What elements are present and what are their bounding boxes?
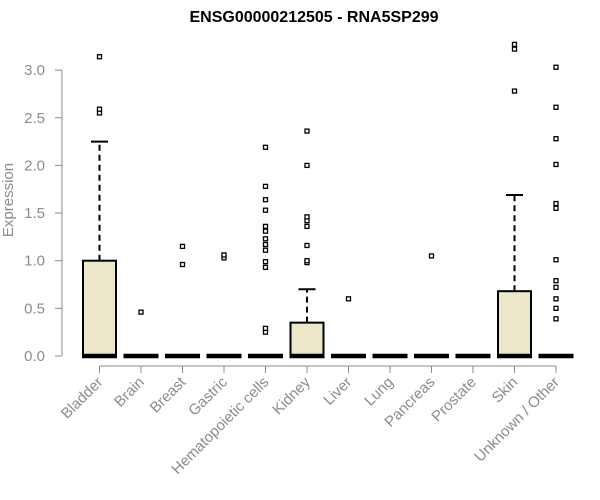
outlier-point <box>262 259 269 265</box>
outlier-point <box>553 284 559 291</box>
box-10 <box>497 41 532 359</box>
x-tick-label: Liver <box>320 374 355 409</box>
outlier-point <box>511 46 518 52</box>
box-rect <box>497 290 532 358</box>
y-tick-label: 2.0 <box>24 157 45 174</box>
y-axis-label: Expression <box>0 163 17 237</box>
outlier-point <box>138 309 144 315</box>
outlier-point <box>304 223 310 230</box>
outlier-point <box>428 253 435 259</box>
box-6 <box>331 296 366 359</box>
y-tick-label: 0.5 <box>24 300 45 317</box>
outlier-point <box>96 54 103 60</box>
outlier-point <box>262 197 269 203</box>
outlier-point <box>304 214 310 220</box>
x-tick-label: Prostate <box>428 374 480 426</box>
outlier-point <box>262 228 269 234</box>
outlier-point <box>262 264 269 271</box>
outlier-point <box>304 258 310 264</box>
box-8 <box>414 253 449 359</box>
outlier-point <box>553 205 559 211</box>
outlier-point <box>96 106 103 112</box>
outlier-point <box>553 296 559 302</box>
box-4 <box>248 144 283 359</box>
y-tick-label: 1.5 <box>24 205 45 222</box>
y-tick-label: 0.0 <box>24 348 45 365</box>
outlier-point <box>511 41 518 48</box>
box-rect <box>289 321 325 357</box>
outlier-point <box>553 257 559 263</box>
outlier-point <box>304 242 310 249</box>
outlier-point <box>262 325 269 332</box>
plot-area <box>82 41 574 359</box>
outlier-point <box>262 236 269 242</box>
outlier-point <box>553 161 559 168</box>
y-tick-label: 2.5 <box>24 110 45 127</box>
box-rect <box>82 259 117 358</box>
outlier-point <box>262 241 269 248</box>
box-11 <box>538 64 574 359</box>
x-tick-label: Bladder <box>58 374 107 423</box>
outlier-point <box>304 162 310 169</box>
box-5 <box>289 128 325 359</box>
outlier-point <box>511 88 518 94</box>
x-tick-label: Kidney <box>269 373 314 418</box>
y-axis: 0.0 0.5 1.0 1.5 2.0 2.5 3.0 <box>24 62 63 365</box>
outlier-point <box>553 104 559 110</box>
x-tick-label: Brain <box>111 374 148 411</box>
outlier-point <box>179 243 186 250</box>
outlier-point <box>553 316 559 322</box>
x-tick-label: Skin <box>489 374 522 407</box>
outlier-point <box>262 223 269 230</box>
y-tick-label: 3.0 <box>24 62 45 79</box>
box-3 <box>206 252 242 359</box>
outlier-point <box>553 200 559 207</box>
box-0 <box>82 54 117 359</box>
outlier-point <box>345 296 352 302</box>
outlier-point <box>553 278 559 284</box>
outlier-point <box>262 247 269 253</box>
outlier-point <box>262 183 269 190</box>
chart-title: ENSG00000212505 - RNA5SP299 <box>189 9 438 26</box>
box-2 <box>165 243 200 359</box>
outlier-point <box>553 305 559 312</box>
outlier-point <box>221 252 227 258</box>
outlier-point <box>179 261 186 268</box>
outlier-point <box>262 207 269 213</box>
box-1 <box>123 309 159 359</box>
outlier-point <box>553 136 559 142</box>
y-tick-label: 1.0 <box>24 253 45 270</box>
x-tick-label: Breast <box>147 373 190 416</box>
x-tick-label: Lung <box>361 374 397 410</box>
outlier-point <box>262 144 269 150</box>
outlier-point <box>304 128 310 134</box>
outlier-point <box>553 64 559 70</box>
